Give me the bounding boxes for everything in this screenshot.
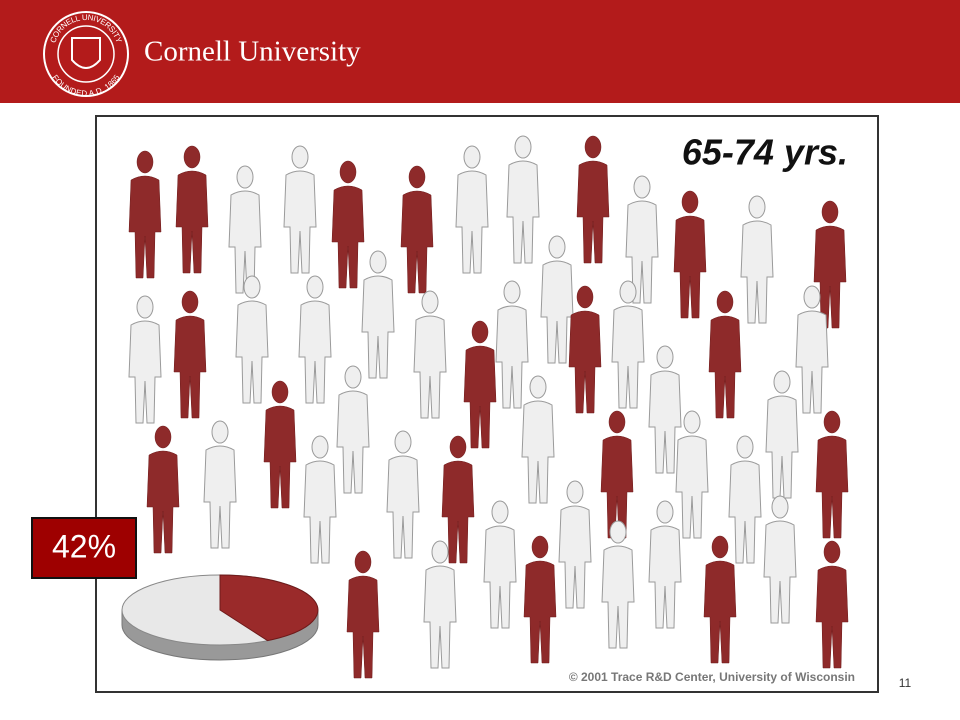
highlight-box <box>31 517 137 579</box>
header-bar <box>0 0 960 103</box>
header-title: Cornell University <box>144 36 361 68</box>
page-number: 11 <box>899 676 912 690</box>
highlight-label: 42% <box>52 528 116 564</box>
pie <box>121 574 319 661</box>
credit: © 2001 Trace R&D Center, University of W… <box>569 670 855 684</box>
figure-title: 65-74 yrs. <box>682 132 848 173</box>
